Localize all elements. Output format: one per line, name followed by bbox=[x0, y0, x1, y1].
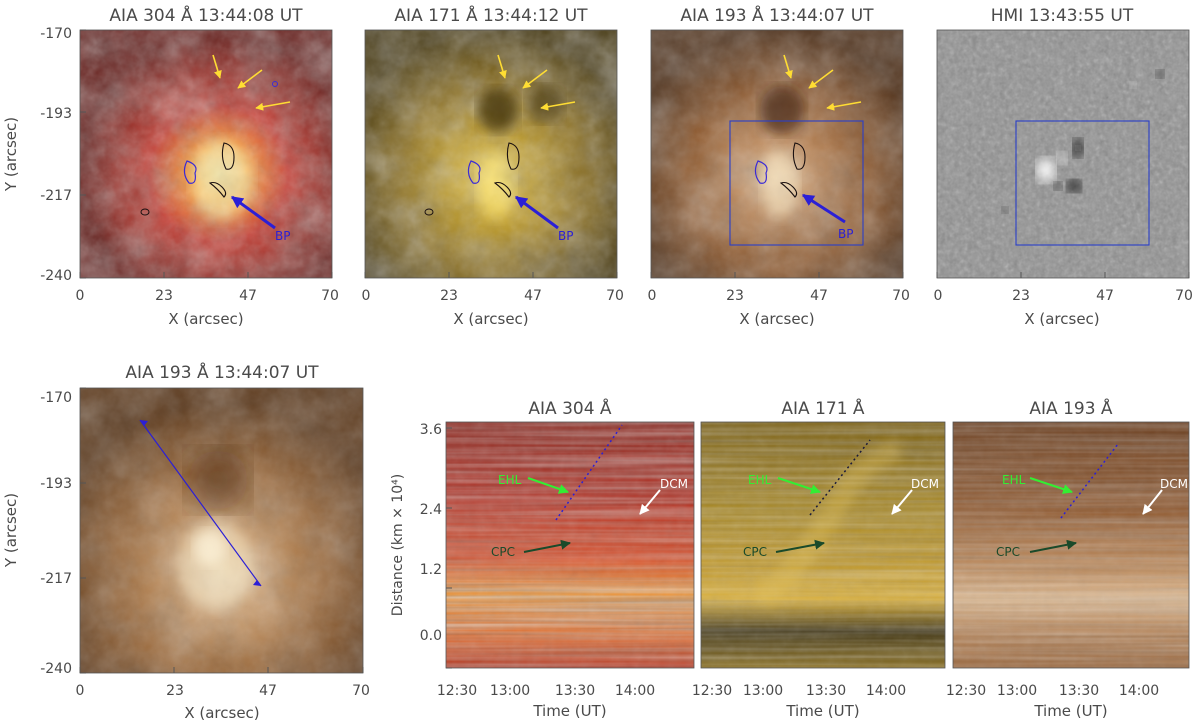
panel1-xtick-2: 47 bbox=[239, 288, 257, 304]
panel5-ytick-2: -217 bbox=[40, 571, 72, 587]
td2-xtick-2: 13:30 bbox=[806, 683, 846, 699]
panel2-bp-label: BP bbox=[558, 229, 573, 243]
panel4-xlabel: X (arcsec) bbox=[1024, 310, 1099, 328]
td1-xlabel: Time (UT) bbox=[532, 702, 606, 720]
td3-xtick-2: 13:30 bbox=[1059, 683, 1099, 699]
panel1-xtick-1: 23 bbox=[155, 288, 173, 304]
td1-ehl-label: EHL bbox=[498, 473, 522, 487]
td3-xlabel: Time (UT) bbox=[1033, 702, 1107, 720]
panel5-xtick-2: 47 bbox=[259, 683, 277, 699]
td2-xlabel: Time (UT) bbox=[785, 702, 859, 720]
td1-xtick-1: 13:00 bbox=[490, 683, 530, 699]
panel-aia-304-image: AIA 304 Å 13:44:08 UT BP 0 23 47 7 bbox=[2, 4, 339, 328]
td1-title: AIA 304 Å bbox=[528, 397, 612, 419]
panel5-ytick-3: -240 bbox=[40, 661, 72, 677]
panel5-xtick-3: 70 bbox=[352, 683, 370, 699]
panel3-bp-label: BP bbox=[838, 227, 853, 241]
panel1-xtick-3: 70 bbox=[321, 288, 339, 304]
td1-xtick-3: 14:00 bbox=[615, 683, 655, 699]
panel5-ytick-1: -193 bbox=[40, 476, 72, 492]
td2-cpc-label: CPC bbox=[743, 545, 767, 559]
td-ytick-2: 1.2 bbox=[420, 562, 442, 578]
panel5-ytick-0: -170 bbox=[40, 390, 72, 406]
panel1-title: AIA 304 Å 13:44:08 UT bbox=[109, 4, 303, 26]
td-axes: 3.6 2.4 1.2 0.0 Distance (km × 10⁴) 12:3… bbox=[390, 422, 1159, 720]
panel3-xtick-3: 70 bbox=[892, 288, 910, 304]
td-ytick-0: 3.6 bbox=[420, 422, 442, 438]
td3-cpc-label: CPC bbox=[996, 545, 1020, 559]
panel4-xtick-3: 70 bbox=[1175, 288, 1193, 304]
panel2-title: AIA 171 Å 13:44:12 UT bbox=[394, 4, 588, 26]
panel1-ylabel: Y (arcsec) bbox=[2, 117, 20, 192]
td-panel-304: AIA 304 Å EHL CPC DCM bbox=[445, 397, 695, 669]
td2-title: AIA 171 Å bbox=[781, 397, 865, 419]
panel4-xtick-2: 47 bbox=[1096, 288, 1114, 304]
td1-xtick-2: 13:30 bbox=[555, 683, 595, 699]
panel-aia-193-image: AIA 193 Å 13:44:07 UT BP 0 23 47 70 X (a… bbox=[648, 4, 910, 328]
td2-xtick-0: 12:30 bbox=[692, 683, 732, 699]
td3-xtick-3: 14:00 bbox=[1119, 683, 1159, 699]
panel3-title: AIA 193 Å 13:44:07 UT bbox=[680, 4, 874, 26]
td2-xtick-3: 14:00 bbox=[866, 683, 906, 699]
td-panel-171: AIA 171 Å EHL CPC DCM bbox=[700, 397, 946, 669]
panel1-bp-label: BP bbox=[275, 229, 290, 243]
panel-hmi-magnetogram: HMI 13:43:55 UT 0 23 47 70 X (arcsec) bbox=[934, 6, 1193, 328]
td2-dcm-label: DCM bbox=[911, 477, 939, 491]
panel4-xtick-0: 0 bbox=[934, 288, 943, 304]
td-ylabel: Distance (km × 10⁴) bbox=[390, 474, 406, 616]
panel-aia-171-image: AIA 171 Å 13:44:12 UT BP 0 23 47 70 X bbox=[362, 4, 624, 328]
panel3-xtick-0: 0 bbox=[648, 288, 657, 304]
td3-ehl-label: EHL bbox=[1002, 473, 1026, 487]
panel5-xtick-1: 23 bbox=[166, 683, 184, 699]
panel2-xlabel: X (arcsec) bbox=[453, 310, 528, 328]
td3-xtick-1: 13:00 bbox=[997, 683, 1037, 699]
td2-xtick-1: 13:00 bbox=[743, 683, 783, 699]
panel3-xlabel: X (arcsec) bbox=[739, 310, 814, 328]
panel3-xtick-2: 47 bbox=[810, 288, 828, 304]
td3-xtick-0: 12:30 bbox=[946, 683, 986, 699]
td1-xtick-0: 12:30 bbox=[437, 683, 477, 699]
panel2-xtick-2: 47 bbox=[524, 288, 542, 304]
td3-dcm-label: DCM bbox=[1160, 477, 1188, 491]
panel5-xlabel: X (arcsec) bbox=[184, 704, 259, 722]
td-panel-193: AIA 193 Å EHL CPC DCM bbox=[952, 397, 1190, 669]
panel2-xtick-3: 70 bbox=[606, 288, 624, 304]
panel-aia-193-slit: AIA 193 Å 13:44:07 UT 0 23 47 70 X (arcs… bbox=[2, 361, 370, 722]
panel5-title: AIA 193 Å 13:44:07 UT bbox=[125, 361, 319, 383]
panel1-xtick-0: 0 bbox=[76, 288, 85, 304]
panel1-ytick-2: -217 bbox=[40, 188, 72, 204]
td1-cpc-label: CPC bbox=[491, 545, 515, 559]
panel1-ytick-0: -170 bbox=[40, 26, 72, 42]
panel1-xlabel: X (arcsec) bbox=[168, 310, 243, 328]
panel5-ylabel: Y (arcsec) bbox=[2, 493, 20, 568]
td3-title: AIA 193 Å bbox=[1029, 397, 1113, 419]
td-ytick-3: 0.0 bbox=[420, 628, 442, 644]
td1-dcm-label: DCM bbox=[660, 477, 688, 491]
panel5-xtick-0: 0 bbox=[76, 683, 85, 699]
td2-ehl-label: EHL bbox=[748, 473, 772, 487]
td-ytick-1: 2.4 bbox=[420, 502, 442, 518]
panel3-xtick-1: 23 bbox=[726, 288, 744, 304]
panel1-ytick-1: -193 bbox=[40, 106, 72, 122]
panel4-xtick-1: 23 bbox=[1012, 288, 1030, 304]
panel2-xtick-1: 23 bbox=[440, 288, 458, 304]
panel2-xtick-0: 0 bbox=[362, 288, 371, 304]
panel1-ytick-3: -240 bbox=[40, 268, 72, 284]
panel4-title: HMI 13:43:55 UT bbox=[991, 6, 1134, 26]
